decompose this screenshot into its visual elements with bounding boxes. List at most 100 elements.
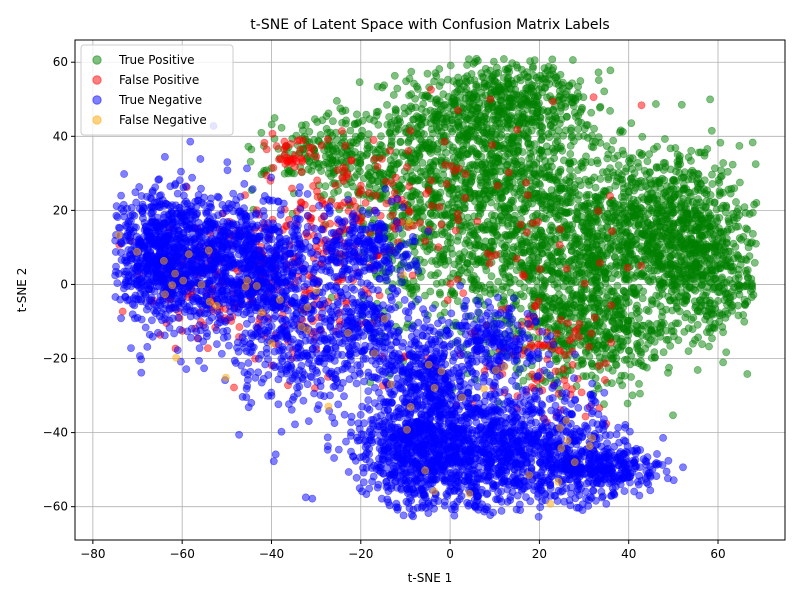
data-point	[689, 285, 698, 294]
data-point	[439, 170, 448, 179]
data-point	[203, 344, 212, 353]
data-point	[459, 145, 468, 154]
data-point	[427, 201, 436, 210]
data-point	[546, 226, 554, 235]
data-point	[646, 321, 655, 329]
data-point	[454, 106, 462, 115]
data-point	[277, 123, 286, 132]
data-point	[567, 246, 576, 255]
data-point	[549, 123, 557, 132]
data-point	[624, 205, 633, 214]
data-point	[548, 275, 556, 284]
data-point	[647, 237, 655, 246]
data-point	[591, 321, 600, 330]
data-point	[574, 195, 582, 204]
data-point	[465, 231, 474, 240]
data-point	[728, 279, 736, 288]
data-point	[687, 146, 696, 155]
data-point	[417, 105, 426, 113]
data-point	[490, 237, 499, 246]
data-point	[313, 192, 322, 201]
data-point	[601, 376, 609, 384]
data-point	[744, 243, 753, 252]
data-point	[596, 258, 604, 267]
data-point	[257, 128, 266, 137]
data-point	[430, 116, 439, 124]
data-point	[732, 198, 740, 206]
data-point	[421, 237, 430, 246]
data-point	[413, 85, 422, 93]
data-point	[521, 199, 529, 207]
data-point	[627, 373, 635, 381]
data-point	[618, 127, 627, 136]
data-point	[734, 251, 742, 260]
data-point	[513, 148, 522, 157]
data-point	[604, 175, 613, 184]
data-point	[471, 148, 480, 156]
data-point	[435, 288, 444, 297]
data-point	[548, 55, 557, 64]
data-point	[594, 193, 603, 202]
data-point	[606, 164, 614, 172]
data-point	[631, 199, 640, 208]
data-point	[606, 107, 614, 115]
data-point	[609, 136, 618, 145]
data-point	[557, 316, 565, 324]
data-point	[504, 272, 513, 281]
data-point	[463, 258, 472, 267]
data-point	[690, 207, 698, 215]
data-point	[710, 198, 719, 207]
data-point	[606, 245, 615, 254]
data-point	[423, 69, 432, 78]
data-point	[555, 241, 564, 249]
data-point	[494, 69, 503, 77]
data-point	[552, 132, 561, 141]
data-point	[574, 92, 583, 101]
data-point	[578, 243, 586, 252]
data-point	[304, 143, 313, 151]
data-point	[549, 105, 557, 114]
data-point	[365, 143, 374, 152]
data-point	[653, 142, 661, 151]
data-point	[464, 132, 472, 141]
data-point	[566, 141, 575, 150]
data-point	[707, 306, 716, 314]
data-point	[574, 125, 583, 134]
data-point	[455, 257, 463, 265]
data-point	[644, 264, 653, 273]
data-point	[587, 108, 596, 117]
data-point	[553, 329, 561, 338]
data-point	[658, 290, 667, 298]
data-point	[317, 167, 325, 175]
data-point	[622, 355, 631, 364]
data-point	[288, 184, 296, 193]
data-point	[610, 288, 618, 296]
data-point	[469, 89, 478, 97]
data-point	[435, 193, 444, 202]
data-point	[520, 171, 529, 180]
data-point	[484, 102, 493, 111]
data-point	[703, 145, 712, 153]
data-point	[582, 218, 591, 227]
data-point	[474, 241, 483, 250]
data-point	[532, 231, 541, 240]
data-point	[405, 74, 414, 83]
data-point	[413, 123, 422, 131]
data-point	[281, 160, 290, 168]
data-point	[532, 158, 540, 167]
data-point	[612, 258, 621, 266]
data-point	[622, 292, 631, 301]
data-point	[326, 219, 334, 228]
data-point	[691, 336, 699, 344]
data-point	[622, 275, 631, 284]
data-point	[576, 303, 585, 312]
data-point	[400, 104, 409, 112]
data-point	[719, 252, 728, 261]
data-point	[519, 292, 528, 301]
data-point	[593, 245, 602, 254]
data-point	[479, 226, 488, 234]
data-point	[567, 126, 575, 135]
data-point	[485, 155, 494, 164]
data-point	[323, 135, 332, 144]
data-point	[540, 64, 549, 72]
